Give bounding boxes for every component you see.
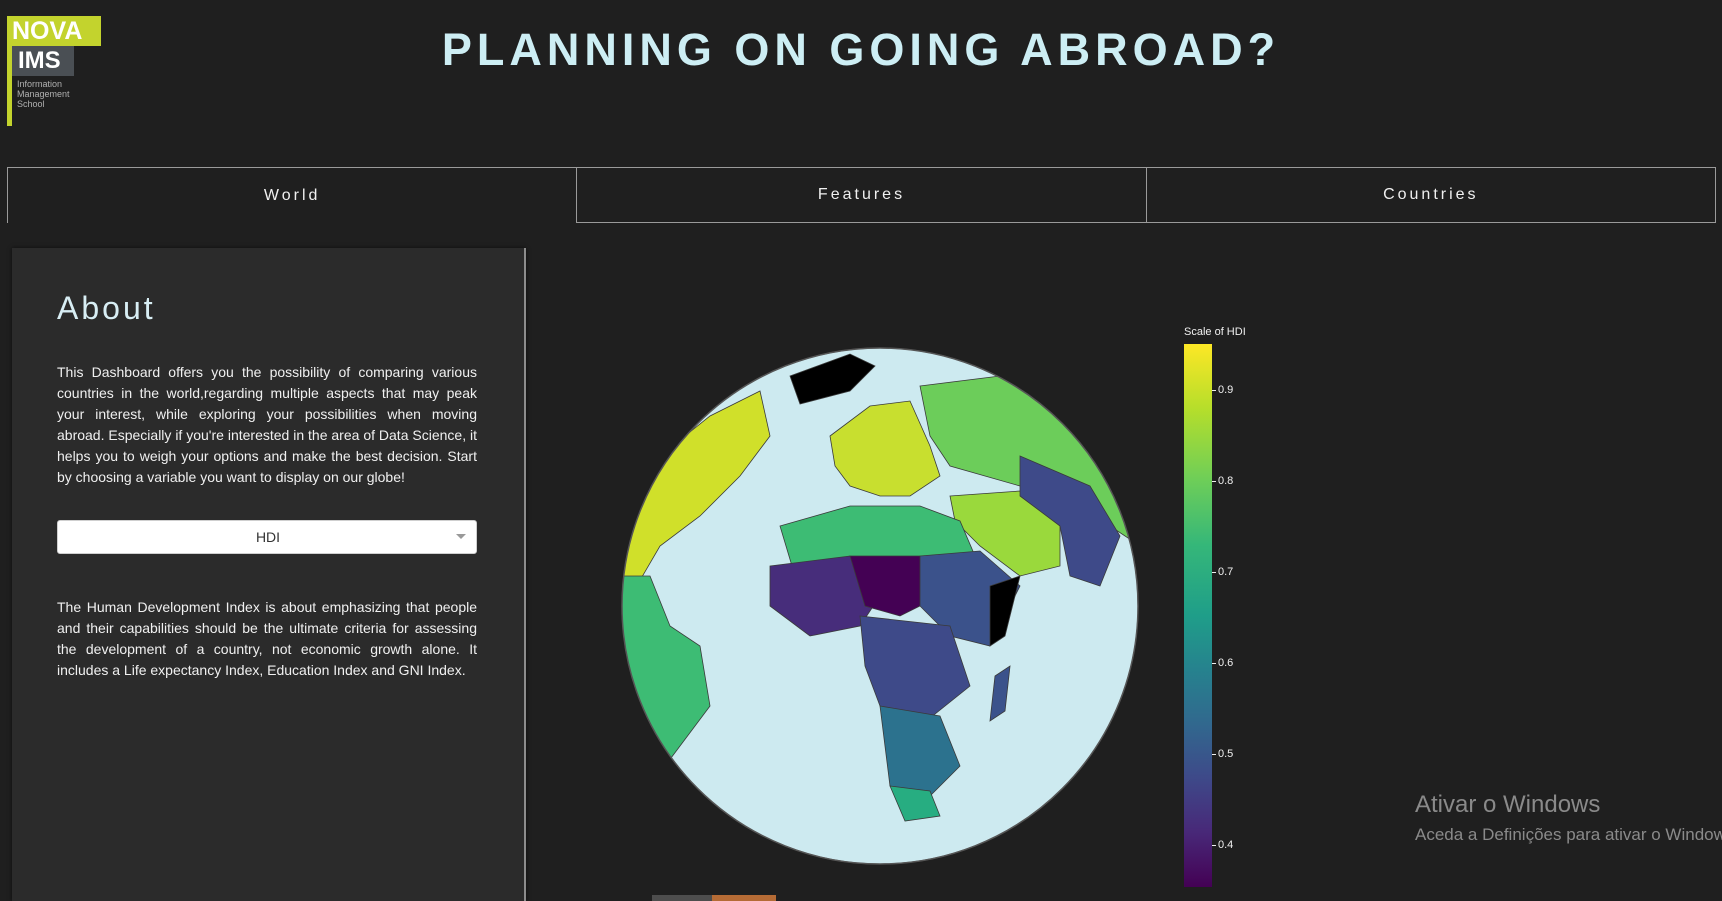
logo-subtitle: Information Management School: [17, 79, 70, 109]
country-region-europe[interactable]: [829, 400, 941, 497]
colorbar-title: Scale of HDI: [1184, 326, 1246, 338]
globe-svg[interactable]: [620, 346, 1140, 866]
colorbar-tick-0-9: 0.9: [1211, 384, 1234, 396]
bottom-strip-orange: [712, 895, 776, 901]
tab-world[interactable]: World: [7, 167, 578, 223]
logo-sub-line-2: Management: [17, 89, 70, 99]
about-panel: About This Dashboard offers you the poss…: [12, 248, 526, 901]
bottom-strip: [652, 895, 776, 901]
country-region-greenland[interactable]: [789, 353, 876, 405]
bottom-strip-gray: [652, 895, 712, 901]
colorbar-tick-0-4: 0.4: [1211, 839, 1234, 851]
colorbar-tick-0-6: 0.6: [1211, 657, 1234, 669]
chevron-down-icon: [456, 534, 466, 539]
variable-dropdown[interactable]: HDI: [57, 520, 477, 554]
country-region-southern-africa[interactable]: [879, 705, 961, 807]
country-region-somalia[interactable]: [989, 575, 1021, 647]
colorbar-tick-0-7: 0.7: [1211, 566, 1234, 578]
tab-bar: World Features Countries: [7, 167, 1716, 223]
variable-description: The Human Development Index is about emp…: [57, 599, 477, 678]
globe-outline: [621, 347, 1139, 865]
globe-map[interactable]: [620, 346, 1140, 866]
colorbar-tick-0-5: 0.5: [1211, 748, 1234, 760]
about-title: About: [57, 290, 156, 326]
activation-watermark-title: Ativar o Windows: [1415, 791, 1601, 818]
country-region-madagascar[interactable]: [989, 665, 1011, 722]
page-title: PLANNING ON GOING ABROAD?: [441, 24, 1281, 75]
country-region-south-asia[interactable]: [1019, 455, 1121, 587]
tab-countries[interactable]: Countries: [1146, 167, 1716, 223]
colorbar: [1184, 344, 1212, 887]
activation-watermark-text: Aceda a Definições para ativar o Windows…: [1415, 825, 1722, 844]
about-text: This Dashboard offers you the possibilit…: [57, 364, 477, 485]
logo-sub-line-3: School: [17, 99, 45, 109]
nova-ims-logo: NOVA IMS Information Management School: [7, 16, 102, 126]
logo-nova-text: NOVA: [7, 16, 101, 46]
logo-ims-text: IMS: [12, 46, 74, 76]
dropdown-selected-value: HDI: [255, 529, 281, 545]
logo-sub-line-1: Information: [17, 79, 63, 89]
country-region-south-africa[interactable]: [889, 785, 941, 822]
logo-accent-bar: [7, 46, 12, 126]
colorbar-tick-0-8: 0.8: [1211, 475, 1234, 487]
tab-features[interactable]: Features: [577, 167, 1147, 223]
